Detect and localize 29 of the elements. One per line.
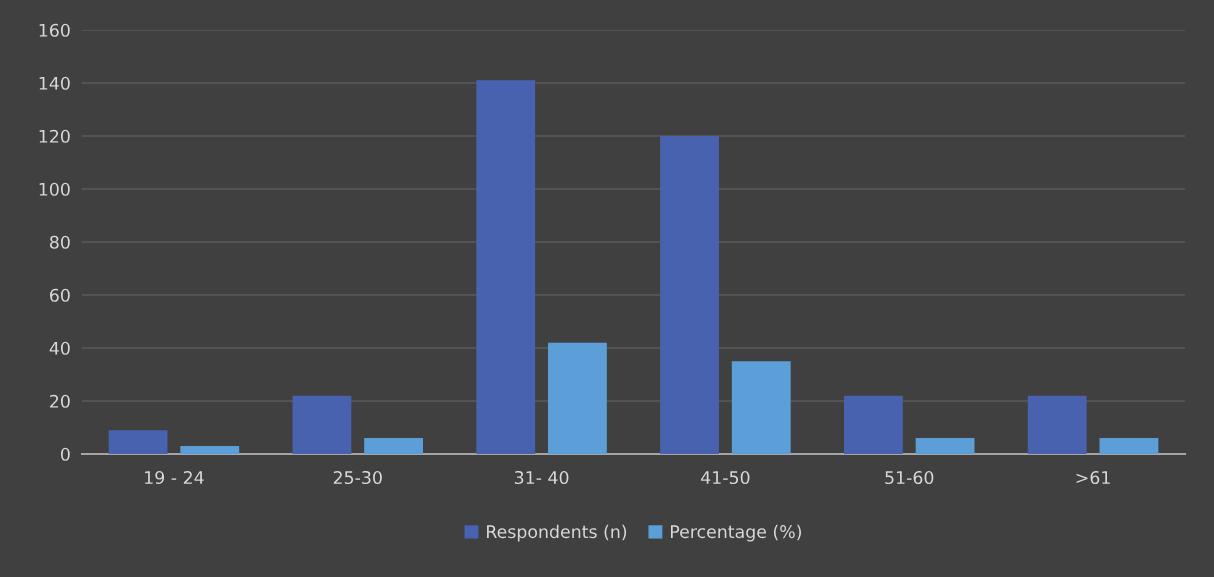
bar [292, 395, 352, 454]
bar [915, 438, 975, 454]
bar [108, 430, 168, 454]
bar [548, 342, 607, 454]
x-tick-label: 51-60 [885, 470, 934, 485]
bar [364, 438, 424, 454]
legend-label: Respondents (n) [487, 524, 627, 542]
y-tick-label: 40 [49, 341, 70, 355]
bar [731, 361, 791, 454]
y-tick-label: 0 [60, 447, 70, 461]
y-tick-label: 160 [39, 23, 70, 37]
x-tick-label: 31- 40 [514, 470, 569, 485]
legend-label: Percentage (%) [670, 524, 801, 542]
x-tick-label: 41-50 [701, 470, 750, 485]
x-tick-label: 19 - 24 [145, 470, 204, 485]
y-tick-label: 60 [50, 288, 70, 302]
x-tick-label: >61 [1076, 470, 1110, 485]
bar [1099, 438, 1159, 454]
y-tick-label: 20 [50, 394, 70, 408]
y-tick-label: 140 [39, 76, 70, 90]
bar [660, 136, 719, 454]
x-tick-label: 25-30 [333, 470, 382, 485]
bar [1027, 395, 1087, 454]
bar [476, 80, 536, 454]
bar [180, 446, 240, 454]
y-tick-label: 120 [39, 129, 70, 143]
y-tick-label: 100 [39, 182, 70, 196]
bar [843, 395, 903, 454]
y-tick-label: 80 [49, 235, 70, 249]
